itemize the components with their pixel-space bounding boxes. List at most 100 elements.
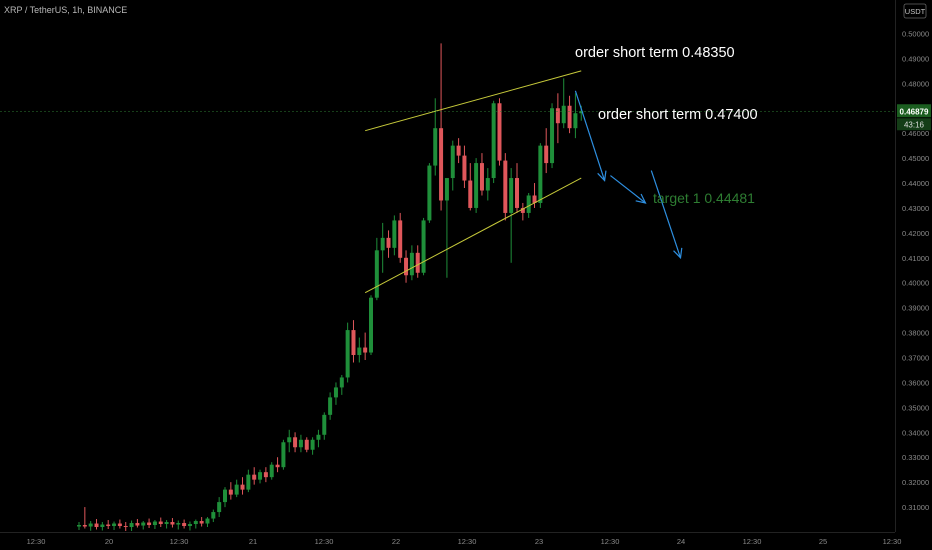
candle-body bbox=[485, 178, 490, 191]
arrow-head bbox=[597, 170, 607, 182]
price-tick-label: 0.35000 bbox=[902, 403, 929, 412]
candle-body bbox=[479, 163, 484, 191]
arrow-shaft bbox=[574, 90, 606, 181]
projection-arrows bbox=[574, 90, 683, 260]
candle-body bbox=[310, 439, 315, 450]
candle-body bbox=[421, 220, 426, 273]
price-tick-label: 0.33000 bbox=[902, 453, 929, 462]
current-price-badge: 0.46879 43:16 bbox=[897, 104, 931, 131]
price-tick-label: 0.40000 bbox=[902, 279, 929, 288]
time-tick-label: 22 bbox=[392, 537, 400, 546]
candle-body bbox=[415, 252, 420, 273]
price-tick-label: 0.48000 bbox=[902, 79, 929, 88]
candle-body bbox=[561, 105, 566, 124]
candle-body bbox=[503, 160, 508, 213]
price-tick-label: 0.46000 bbox=[902, 129, 929, 138]
candle-body bbox=[316, 434, 321, 440]
time-tick-label: 24 bbox=[677, 537, 685, 546]
candle-body bbox=[491, 103, 496, 179]
candle-body bbox=[520, 207, 525, 213]
currency-button[interactable]: USDT bbox=[903, 3, 927, 19]
candle-body bbox=[147, 522, 152, 526]
candle-body bbox=[106, 524, 111, 527]
candle-body bbox=[363, 347, 368, 353]
price-tick-label: 0.32000 bbox=[902, 478, 929, 487]
candle-body bbox=[77, 525, 81, 527]
candle-body bbox=[246, 474, 251, 490]
candle-body bbox=[333, 387, 338, 398]
price-tick-label: 0.31000 bbox=[902, 503, 929, 512]
time-tick-label: 25 bbox=[819, 537, 827, 546]
candle-body bbox=[269, 464, 274, 478]
candle-body bbox=[141, 522, 146, 526]
candle-body bbox=[328, 397, 333, 415]
candle-body bbox=[223, 489, 227, 503]
candle-body bbox=[193, 521, 198, 525]
time-axis[interactable]: 12:30 20 12:30 21 12:30 22 12:30 23 12:30 24 12:30… bbox=[27, 537, 902, 546]
candle-body bbox=[234, 484, 239, 495]
candle-body bbox=[386, 237, 391, 248]
candle-body bbox=[152, 521, 157, 526]
candle-body bbox=[263, 472, 268, 478]
candle-body bbox=[427, 165, 432, 221]
time-tick-label: 20 bbox=[105, 537, 113, 546]
price-tick-label: 0.39000 bbox=[902, 304, 929, 313]
price-tick-label: 0.37000 bbox=[902, 354, 929, 363]
candle-body bbox=[579, 111, 584, 114]
candle-body bbox=[374, 250, 379, 298]
candle-body bbox=[135, 523, 140, 526]
candle-body bbox=[123, 526, 128, 528]
price-tick-label: 0.34000 bbox=[902, 428, 929, 437]
candle-body bbox=[526, 195, 531, 213]
arrow-head bbox=[635, 193, 647, 204]
candle-body bbox=[211, 512, 216, 519]
channel-lower-line bbox=[364, 177, 582, 294]
arrow-shaft bbox=[610, 175, 646, 204]
price-tick-label: 0.41000 bbox=[902, 254, 929, 263]
candle-body bbox=[515, 178, 519, 208]
candle-body bbox=[392, 220, 397, 248]
time-tick-label: 12:30 bbox=[601, 537, 620, 546]
candle-body bbox=[474, 163, 479, 208]
time-tick-label: 12:30 bbox=[27, 537, 46, 546]
candle-body bbox=[380, 237, 385, 251]
candle-body bbox=[176, 523, 181, 525]
candle-body bbox=[351, 330, 356, 356]
candle-body bbox=[450, 145, 455, 179]
candle-body bbox=[357, 347, 362, 356]
candle-body bbox=[544, 145, 549, 164]
candle-body bbox=[170, 522, 175, 525]
price-tick-label: 0.49000 bbox=[902, 54, 929, 63]
candle-body bbox=[158, 521, 163, 525]
candle-body bbox=[555, 108, 560, 124]
candles bbox=[77, 43, 584, 532]
candle-body bbox=[164, 522, 169, 525]
candle-body bbox=[298, 439, 303, 448]
candle-body bbox=[187, 524, 192, 527]
candle-body bbox=[182, 523, 187, 527]
candle-body bbox=[199, 521, 204, 524]
candle-body bbox=[439, 128, 444, 201]
candle-body bbox=[339, 377, 344, 388]
candle-body bbox=[293, 437, 298, 448]
candle-body bbox=[275, 464, 280, 468]
candle-body bbox=[94, 523, 99, 528]
candle-body bbox=[322, 414, 327, 435]
price-tick-label: 0.42000 bbox=[902, 229, 929, 238]
candle-body bbox=[409, 252, 414, 276]
candle-body bbox=[228, 489, 233, 495]
candle-body bbox=[404, 257, 409, 276]
time-tick-label: 12:30 bbox=[743, 537, 762, 546]
candle-body bbox=[304, 439, 309, 450]
countdown-label: 43:16 bbox=[904, 120, 925, 129]
candle-body bbox=[252, 474, 257, 480]
price-axis[interactable]: 0.500000.490000.480000.470000.460000.450… bbox=[902, 29, 929, 512]
candle-body bbox=[532, 195, 537, 203]
time-tick-label: 12:30 bbox=[458, 537, 477, 546]
candle-body bbox=[538, 145, 543, 203]
currency-button-label: USDT bbox=[905, 7, 926, 16]
candle-body bbox=[217, 502, 222, 513]
price-tick-label: 0.43000 bbox=[902, 204, 929, 213]
